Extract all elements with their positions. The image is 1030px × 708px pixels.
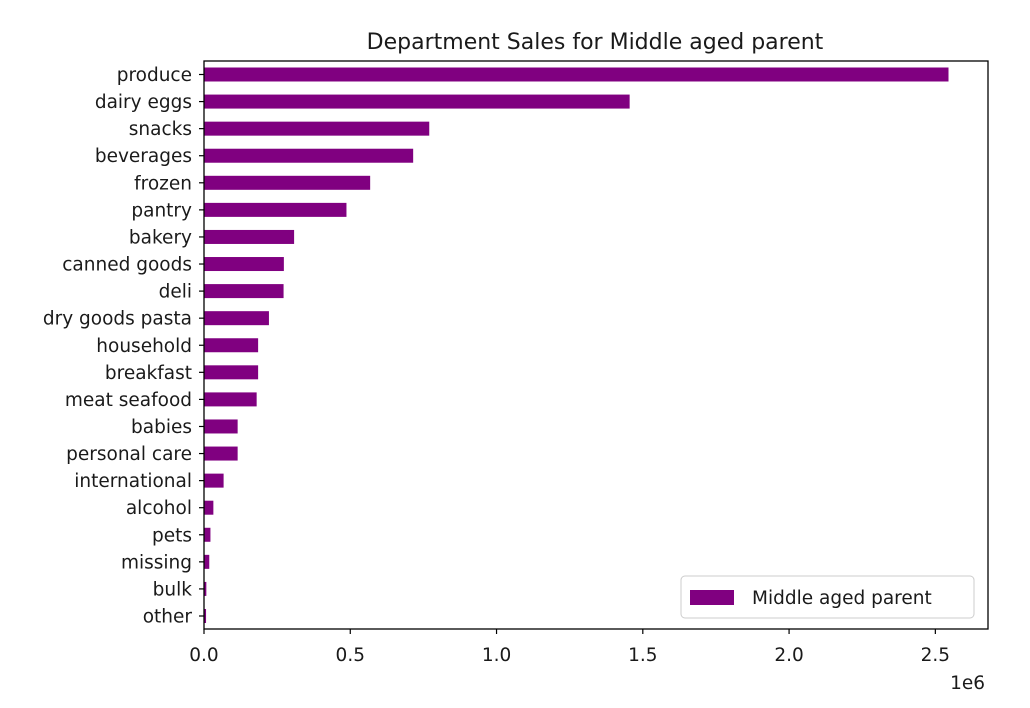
bar-other <box>204 609 207 623</box>
bar-produce <box>204 67 949 82</box>
y-tick-label: babies <box>131 417 192 438</box>
plot-frame <box>203 60 989 630</box>
x-axis-offset-label: 1e6 <box>950 673 985 694</box>
chart-title: Department Sales for Middle aged parent <box>367 30 824 55</box>
y-tick-label: dry goods pasta <box>43 309 192 330</box>
y-tick-label: bulk <box>153 579 193 600</box>
bar-canned-goods <box>204 257 284 272</box>
y-tick-label: snacks <box>129 119 192 140</box>
bar-deli <box>204 284 284 299</box>
bar-bulk <box>204 581 207 596</box>
y-tick-label: bakery <box>129 227 192 248</box>
bar-pantry <box>204 202 347 217</box>
y-tick-label: pantry <box>131 200 192 221</box>
bar-snacks <box>204 121 430 136</box>
bar-bakery <box>204 229 295 244</box>
y-axis: produce dairy eggs snacks beverages frozen pa… <box>43 65 204 628</box>
y-tick-label: beverages <box>95 146 192 167</box>
y-tick-label: canned goods <box>62 255 192 276</box>
bar-breakfast <box>204 365 259 380</box>
y-tick-label: meat seafood <box>65 390 192 411</box>
legend-box <box>680 575 975 619</box>
bar-international <box>204 473 224 488</box>
x-axis: 0.0 0.5 1.0 1.5 2.0 2.5 <box>189 629 950 666</box>
bar-missing <box>204 554 210 569</box>
y-tick-label: pets <box>152 525 192 546</box>
y-tick-label: other <box>143 607 193 628</box>
x-tick-label: 2.5 <box>921 645 950 666</box>
bars-group <box>204 67 949 623</box>
x-tick-label: 2.0 <box>774 645 803 666</box>
y-tick-label: alcohol <box>126 498 192 519</box>
legend: Middle aged parent <box>680 575 975 619</box>
y-tick-label: personal care <box>66 444 192 465</box>
y-tick-label: frozen <box>134 173 192 194</box>
y-tick-label: breakfast <box>105 363 192 384</box>
bar-dairy-eggs <box>204 94 630 109</box>
bar-personal-care <box>204 446 238 461</box>
bar-frozen <box>204 175 371 190</box>
y-tick-label: produce <box>117 65 192 86</box>
x-tick-label: 0.0 <box>189 645 218 666</box>
x-tick-label: 1.0 <box>482 645 511 666</box>
x-tick-label: 1.5 <box>628 645 657 666</box>
y-tick-label: dairy eggs <box>95 92 192 113</box>
x-tick-label: 0.5 <box>336 645 365 666</box>
y-tick-label: missing <box>121 552 192 573</box>
legend-label: Middle aged parent <box>752 588 932 609</box>
bar-dry-goods-pasta <box>204 311 269 326</box>
bar-household <box>204 338 259 353</box>
y-tick-label: deli <box>159 282 192 303</box>
y-tick-label: household <box>96 336 192 357</box>
bar-meat-seafood <box>204 392 257 407</box>
legend-swatch <box>690 590 734 605</box>
bar-pets <box>204 527 211 542</box>
bar-babies <box>204 419 238 434</box>
bar-alcohol <box>204 500 214 515</box>
bar-beverages <box>204 148 414 163</box>
y-tick-label: international <box>74 471 192 492</box>
